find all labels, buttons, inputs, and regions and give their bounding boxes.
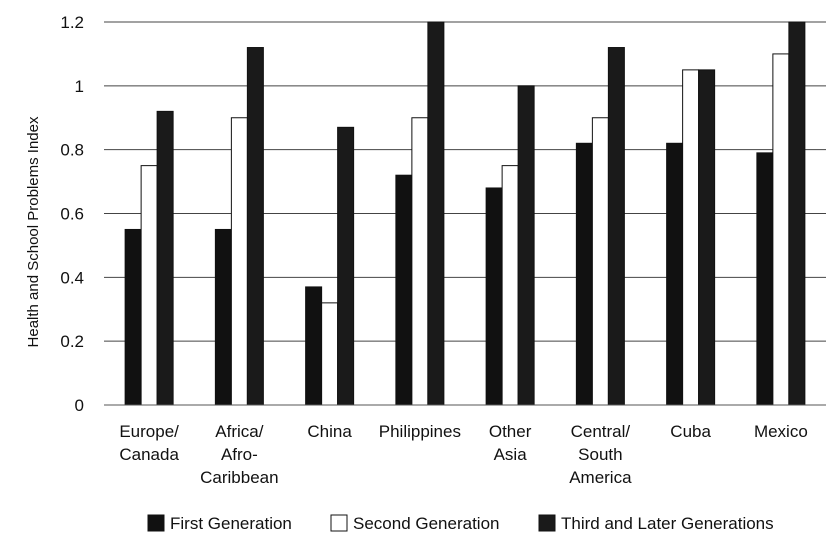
y-axis-ticks: 0 0.2 0.4 0.6 0.8 1 1.2 <box>60 13 84 415</box>
x-tick-label: Cuba <box>670 422 711 441</box>
bar-2-7 <box>682 69 700 406</box>
x-tick-label: Canada <box>119 445 179 464</box>
bars <box>124 21 806 406</box>
bar-1-2 <box>214 228 232 406</box>
y-tick-label: 1.2 <box>60 13 84 32</box>
legend-label-3: Third and Later Generations <box>561 514 774 533</box>
bar-1-4 <box>395 174 413 406</box>
legend: First Generation Second Generation Third a… <box>147 514 774 533</box>
bar-1-7 <box>666 142 684 406</box>
bar-3-4 <box>427 21 445 406</box>
x-tick-label: Other <box>489 422 532 441</box>
legend-swatch-3 <box>538 514 556 532</box>
x-tick-label: Central/ <box>571 422 631 441</box>
x-tick-label: Afro- <box>221 445 258 464</box>
x-tick-label: Philippines <box>379 422 461 441</box>
legend-swatch-2 <box>330 514 348 532</box>
bar-2-8 <box>772 53 790 406</box>
bar-3-7 <box>698 69 716 406</box>
bar-3-6 <box>607 47 625 406</box>
legend-label-1: First Generation <box>170 514 292 533</box>
x-tick-label: Africa/ <box>215 422 263 441</box>
y-tick-label: 0.6 <box>60 205 84 224</box>
x-tick-label: China <box>307 422 352 441</box>
bar-2-2 <box>230 117 248 406</box>
bar-1-1 <box>124 228 142 406</box>
x-tick-label: Mexico <box>754 422 808 441</box>
x-tick-label: America <box>569 468 632 487</box>
legend-label-2: Second Generation <box>353 514 500 533</box>
bar-1-5 <box>485 187 503 406</box>
bar-1-3 <box>305 286 323 406</box>
bar-3-3 <box>337 126 355 406</box>
bar-2-5 <box>501 165 519 406</box>
bar-2-6 <box>591 117 609 406</box>
x-tick-label: Europe/ <box>119 422 179 441</box>
y-axis-label: Health and School Problems Index <box>25 116 42 347</box>
bar-3-1 <box>156 110 174 406</box>
gridlines <box>104 21 826 342</box>
bar-2-1 <box>140 165 158 406</box>
x-tick-label: South <box>578 445 622 464</box>
bar-3-8 <box>788 21 806 406</box>
y-tick-label: 1 <box>75 77 84 96</box>
x-tick-label: Caribbean <box>200 468 278 487</box>
y-tick-label: 0.4 <box>60 268 84 287</box>
y-tick-label: 0.2 <box>60 332 84 351</box>
bar-2-4 <box>411 117 429 406</box>
y-tick-label: 0 <box>75 396 84 415</box>
bar-3-5 <box>517 85 535 406</box>
bar-2-3 <box>321 302 339 406</box>
y-tick-label: 0.8 <box>60 141 84 160</box>
legend-swatch-1 <box>147 514 165 532</box>
x-axis-ticks: Europe/Canada Africa/Afro- Caribbean China P… <box>119 422 807 487</box>
bar-3-2 <box>246 47 264 406</box>
bar-1-6 <box>575 142 593 406</box>
x-tick-label: Asia <box>494 445 528 464</box>
bar-1-8 <box>756 152 774 406</box>
